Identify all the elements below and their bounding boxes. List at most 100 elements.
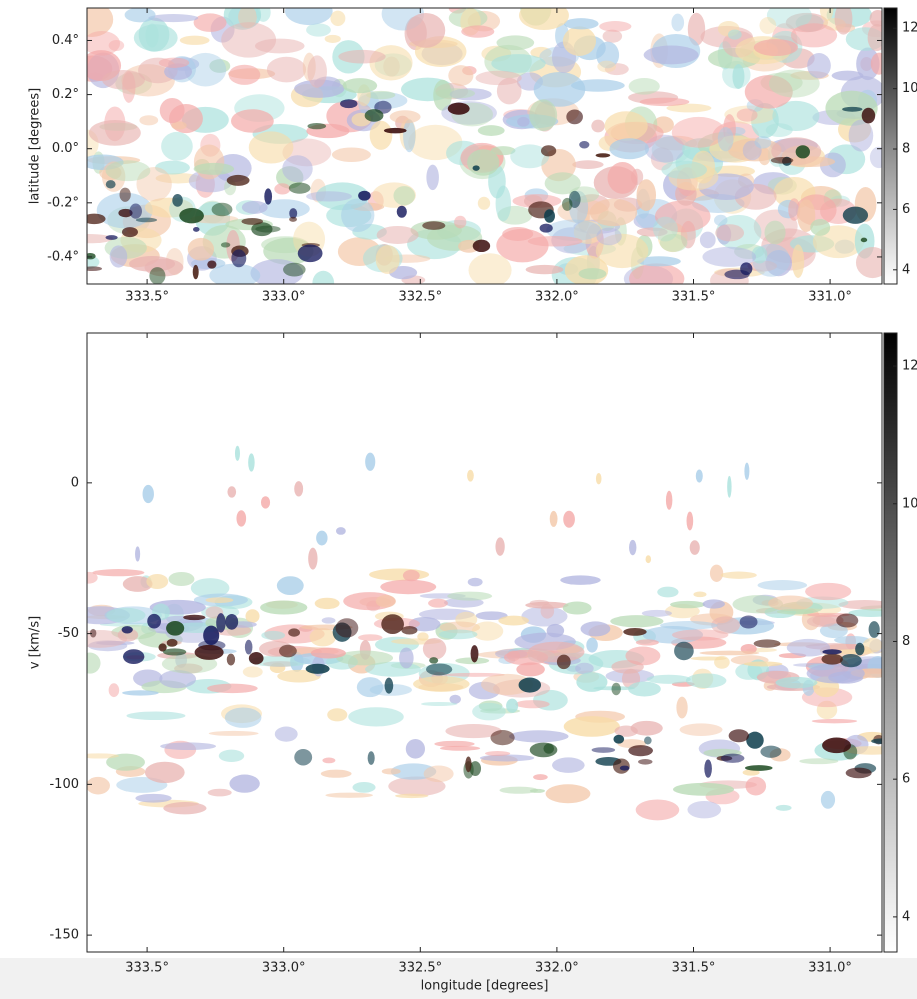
cluster-blob xyxy=(495,537,505,556)
cluster-blob xyxy=(245,609,260,624)
cluster-blob xyxy=(395,793,429,799)
y-tick-label: -50 xyxy=(58,626,79,641)
cluster-blob xyxy=(753,639,781,648)
cluster-blob xyxy=(671,116,726,148)
plot-frame xyxy=(86,7,883,285)
cluster-blob xyxy=(689,540,700,555)
cluster-blob xyxy=(166,620,185,636)
cluster-blob xyxy=(556,654,571,670)
y-tick-label: 0.4° xyxy=(52,33,79,48)
cluster-blob xyxy=(142,484,154,504)
cluster-blob xyxy=(479,754,535,762)
cluster-blob xyxy=(465,756,472,773)
cluster-blob xyxy=(331,147,371,163)
cluster-blob xyxy=(693,591,707,598)
cluster-blob xyxy=(340,99,358,109)
cluster-blob xyxy=(475,70,522,86)
cluster-blob xyxy=(467,469,474,482)
cluster-blob xyxy=(861,107,876,124)
cluster-blob xyxy=(743,661,783,667)
cluster-blob xyxy=(619,765,630,771)
cluster-blob xyxy=(294,749,313,766)
cluster-blob xyxy=(747,260,778,272)
cluster-blob xyxy=(509,730,569,743)
cluster-blob xyxy=(310,647,346,659)
cluster-blob xyxy=(224,707,262,728)
y-tick-label: -150 xyxy=(49,928,79,943)
cluster-blob xyxy=(335,527,346,535)
cluster-blob xyxy=(580,621,611,637)
cluster-blob xyxy=(241,200,268,214)
cluster-blob xyxy=(759,17,777,35)
cluster-blob xyxy=(294,481,304,497)
cluster-blob xyxy=(562,26,597,56)
cluster-blob xyxy=(623,628,647,636)
cluster-blob xyxy=(248,131,294,164)
cluster-blob xyxy=(775,676,818,689)
y-axis-label: v [km/s] xyxy=(28,616,43,669)
cluster-blob xyxy=(255,225,281,233)
cluster-blob xyxy=(88,120,141,146)
cluster-blob xyxy=(146,573,169,590)
cluster-blob xyxy=(380,579,437,595)
cluster-blob xyxy=(220,242,231,248)
cluster-blob xyxy=(327,708,348,722)
cluster-blob xyxy=(485,751,511,756)
cluster-blob xyxy=(108,683,120,698)
cluster-blob xyxy=(254,38,305,54)
cluster-blob xyxy=(376,225,419,244)
cluster-blob xyxy=(277,669,321,683)
cluster-blob xyxy=(644,736,652,745)
cluster-blob xyxy=(92,569,145,577)
cluster-blob xyxy=(591,747,616,753)
cluster-blob xyxy=(529,742,558,758)
cluster-blob xyxy=(187,237,215,261)
cluster-blob xyxy=(87,266,102,272)
cluster-blob xyxy=(742,769,760,776)
cluster-blob xyxy=(801,687,853,708)
colorbar-tick-label: 12 xyxy=(902,359,917,374)
cluster-blob xyxy=(495,185,511,222)
cluster-blob xyxy=(744,765,773,771)
cluster-blob xyxy=(401,626,418,635)
cluster-blob xyxy=(720,571,757,579)
cluster-blob xyxy=(138,17,170,52)
cluster-blob xyxy=(628,681,661,697)
cluster-blob xyxy=(613,734,625,744)
cluster-blob xyxy=(461,25,495,38)
cluster-blob xyxy=(775,804,792,811)
cluster-blob xyxy=(123,649,145,665)
cluster-blob xyxy=(312,270,335,284)
cluster-blob xyxy=(163,802,207,815)
cluster-blob xyxy=(194,644,224,660)
cluster-blob xyxy=(870,52,882,75)
cluster-blob xyxy=(105,235,118,240)
cluster-blob xyxy=(435,88,476,99)
colorbar-tick-label: 4 xyxy=(902,909,910,924)
cluster-blob xyxy=(645,555,652,564)
cluster-blob xyxy=(766,8,812,29)
cluster-blob xyxy=(190,578,230,598)
cluster-blob xyxy=(308,547,318,570)
x-tick-label: 331.0° xyxy=(808,290,852,305)
cluster-blob xyxy=(578,268,607,280)
cluster-blob xyxy=(822,737,852,754)
x-tick-label: 333.5° xyxy=(125,961,169,976)
cluster-blob xyxy=(144,761,185,784)
cluster-blob xyxy=(699,650,760,656)
cluster-blob xyxy=(447,102,470,115)
cluster-blob xyxy=(745,776,767,796)
colorbar-tick-label: 6 xyxy=(902,772,910,787)
cluster-blob xyxy=(102,70,145,90)
cluster-blob xyxy=(203,625,220,646)
cluster-blob xyxy=(218,749,245,763)
cluster-blob xyxy=(87,234,114,244)
cluster-blob xyxy=(768,595,814,611)
cluster-blob xyxy=(261,630,286,640)
cluster-blob xyxy=(449,694,461,704)
cluster-blob xyxy=(607,162,638,194)
cluster-blob xyxy=(545,784,591,804)
cluster-blob xyxy=(276,576,304,596)
colorbar xyxy=(883,332,898,953)
cluster-blob xyxy=(322,757,336,764)
